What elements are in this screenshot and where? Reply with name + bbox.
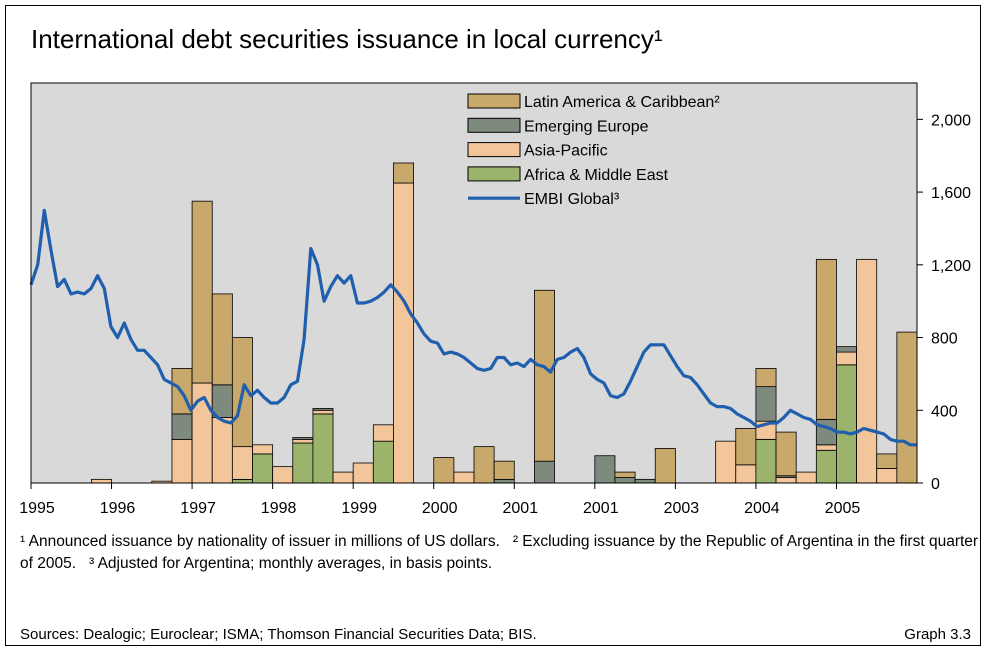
x-axis: 1995 1996 1997 1998 1999 2000 2001 2001 2003 2004… bbox=[19, 483, 860, 517]
bar-asia-2004Q4 bbox=[815, 444, 837, 451]
bar-latin-1997Q1 bbox=[191, 200, 213, 384]
bar-europe-1997Q2 bbox=[211, 384, 233, 418]
y-tick-label-0: 0 bbox=[931, 476, 940, 493]
y-tick-label-4: 1,600 bbox=[931, 185, 971, 202]
bar-latin-2003Q4 bbox=[735, 428, 757, 466]
bar-latin-1999Q3 bbox=[393, 162, 414, 184]
bar-europe-2004Q4 bbox=[815, 418, 837, 446]
bar-latin-1997Q2 bbox=[211, 293, 233, 386]
bar-africa-1998Q3 bbox=[312, 413, 334, 484]
bar-africa-2004Q1 bbox=[755, 438, 777, 484]
bar-asia-1997Q3 bbox=[231, 446, 253, 480]
bar-asia-2003Q3 bbox=[715, 440, 737, 484]
bar-asia-1999Q1 bbox=[352, 462, 374, 484]
bar-asia-2005Q3 bbox=[876, 468, 898, 484]
x-tick-label-0: 1995 bbox=[19, 500, 55, 517]
legend-label-1: Emerging Europe bbox=[524, 118, 649, 135]
legend: Latin America & Caribbean² Emerging Europ… bbox=[467, 93, 720, 208]
bar-africa-1997Q4 bbox=[252, 453, 274, 484]
bar-africa-1999Q2 bbox=[372, 440, 394, 484]
bar-asia-1998Q1 bbox=[272, 466, 294, 484]
bar-africa-2004Q4 bbox=[815, 449, 837, 484]
bar-latin-2002Q4 bbox=[654, 448, 676, 484]
chart-title: International debt securities issuance i… bbox=[31, 24, 663, 54]
bar-asia-1996Q4 bbox=[171, 438, 193, 484]
graph-number: Graph 3.3 bbox=[904, 626, 971, 643]
y-tick-label-3: 1,200 bbox=[931, 258, 971, 275]
bar-latin-2000Q1 bbox=[433, 457, 455, 484]
embi-global-line bbox=[29, 208, 917, 447]
bar-asia-1997Q2 bbox=[211, 417, 233, 484]
x-tick-label-1: 1996 bbox=[100, 500, 136, 517]
bars-group bbox=[91, 162, 918, 484]
bar-asia-1999Q2 bbox=[372, 424, 394, 442]
bar-latin-2000Q3 bbox=[473, 446, 495, 484]
legend-label-4: EMBI Global³ bbox=[524, 191, 620, 208]
bar-asia-2003Q4 bbox=[735, 464, 757, 484]
legend-label-0: Latin America & Caribbean² bbox=[524, 94, 720, 111]
y-tick-label-2: 800 bbox=[931, 331, 958, 348]
bar-latin-2005Q4 bbox=[896, 331, 918, 484]
bar-latin-2004Q4 bbox=[815, 258, 837, 420]
bar-latin-2005Q3 bbox=[876, 453, 898, 469]
bar-asia-1998Q2 bbox=[292, 438, 314, 444]
bar-latin-2002Q2 bbox=[614, 471, 636, 478]
legend-swatch-1 bbox=[467, 117, 521, 133]
plot-border bbox=[30, 82, 918, 484]
bar-africa-1997Q3 bbox=[231, 478, 253, 484]
bar-latin-2001Q2 bbox=[534, 289, 555, 462]
x-tick-label-9: 2004 bbox=[744, 500, 780, 517]
bar-europe-1996Q4 bbox=[171, 413, 193, 440]
footnote-2: ² Excluding issuance by the Republic of … bbox=[20, 533, 979, 572]
footnote-3: ³ Adjusted for Argentina; monthly averag… bbox=[88, 555, 493, 572]
x-tick-label-10: 2005 bbox=[825, 500, 861, 517]
bar-europe-2004Q1 bbox=[755, 386, 777, 422]
x-tick-label-3: 1998 bbox=[261, 500, 297, 517]
x-tick-label-6: 2001 bbox=[503, 500, 539, 517]
x-tick-label-2: 1997 bbox=[180, 500, 216, 517]
bar-africa-1998Q2 bbox=[292, 442, 314, 484]
bar-asia-2005Q2 bbox=[856, 258, 878, 484]
legend-label-3: Africa & Middle East bbox=[524, 167, 669, 184]
bar-asia-1998Q4 bbox=[332, 471, 354, 484]
bar-europe-2001Q2 bbox=[534, 460, 555, 484]
bar-asia-2000Q2 bbox=[453, 471, 475, 484]
y-tick-label-5: 2,000 bbox=[931, 112, 971, 129]
bar-latin-2004Q2 bbox=[775, 431, 797, 477]
bar-asia-2004Q3 bbox=[795, 471, 817, 484]
bar-europe-2005Q1 bbox=[836, 346, 857, 353]
x-tick-label-5: 2000 bbox=[422, 500, 458, 517]
legend-swatch-0 bbox=[467, 93, 521, 109]
sources-note: Sources: Dealogic; Euroclear; ISMA; Thom… bbox=[20, 626, 537, 643]
legend-swatch-3 bbox=[467, 166, 521, 182]
footnote: ¹ Announced issuance by nationality of i… bbox=[20, 531, 982, 575]
bar-europe-2002Q3 bbox=[634, 478, 656, 484]
bar-asia-1995Q4 bbox=[91, 478, 112, 484]
bar-europe-1998Q3 bbox=[312, 408, 334, 411]
bar-asia-2004Q2 bbox=[775, 477, 797, 484]
bar-europe-1998Q2 bbox=[292, 437, 314, 440]
bar-latin-2004Q1 bbox=[755, 368, 777, 388]
x-tick-label-7: 2001 bbox=[583, 500, 619, 517]
bar-asia-1998Q3 bbox=[312, 409, 334, 415]
bar-asia-2005Q1 bbox=[836, 351, 857, 366]
bar-latin-2000Q4 bbox=[493, 460, 515, 480]
bar-europe-2000Q4 bbox=[493, 478, 515, 484]
legend-label-2: Asia-Pacific bbox=[524, 143, 608, 160]
bar-asia-1999Q3 bbox=[393, 182, 414, 484]
bar-africa-2005Q1 bbox=[836, 364, 857, 484]
y-tick-label-1: 400 bbox=[931, 403, 958, 420]
bar-europe-2002Q1 bbox=[594, 455, 616, 484]
footnote-1: ¹ Announced issuance by nationality of i… bbox=[20, 533, 500, 550]
y-axis: 0 400 800 1,200 1,600 2,000 bbox=[917, 112, 971, 493]
bar-asia-1997Q4 bbox=[252, 444, 274, 455]
legend-swatch-2 bbox=[467, 142, 521, 158]
x-tick-label-4: 1999 bbox=[341, 500, 377, 517]
bar-europe-2002Q2 bbox=[614, 477, 636, 484]
x-tick-label-8: 2003 bbox=[664, 500, 700, 517]
